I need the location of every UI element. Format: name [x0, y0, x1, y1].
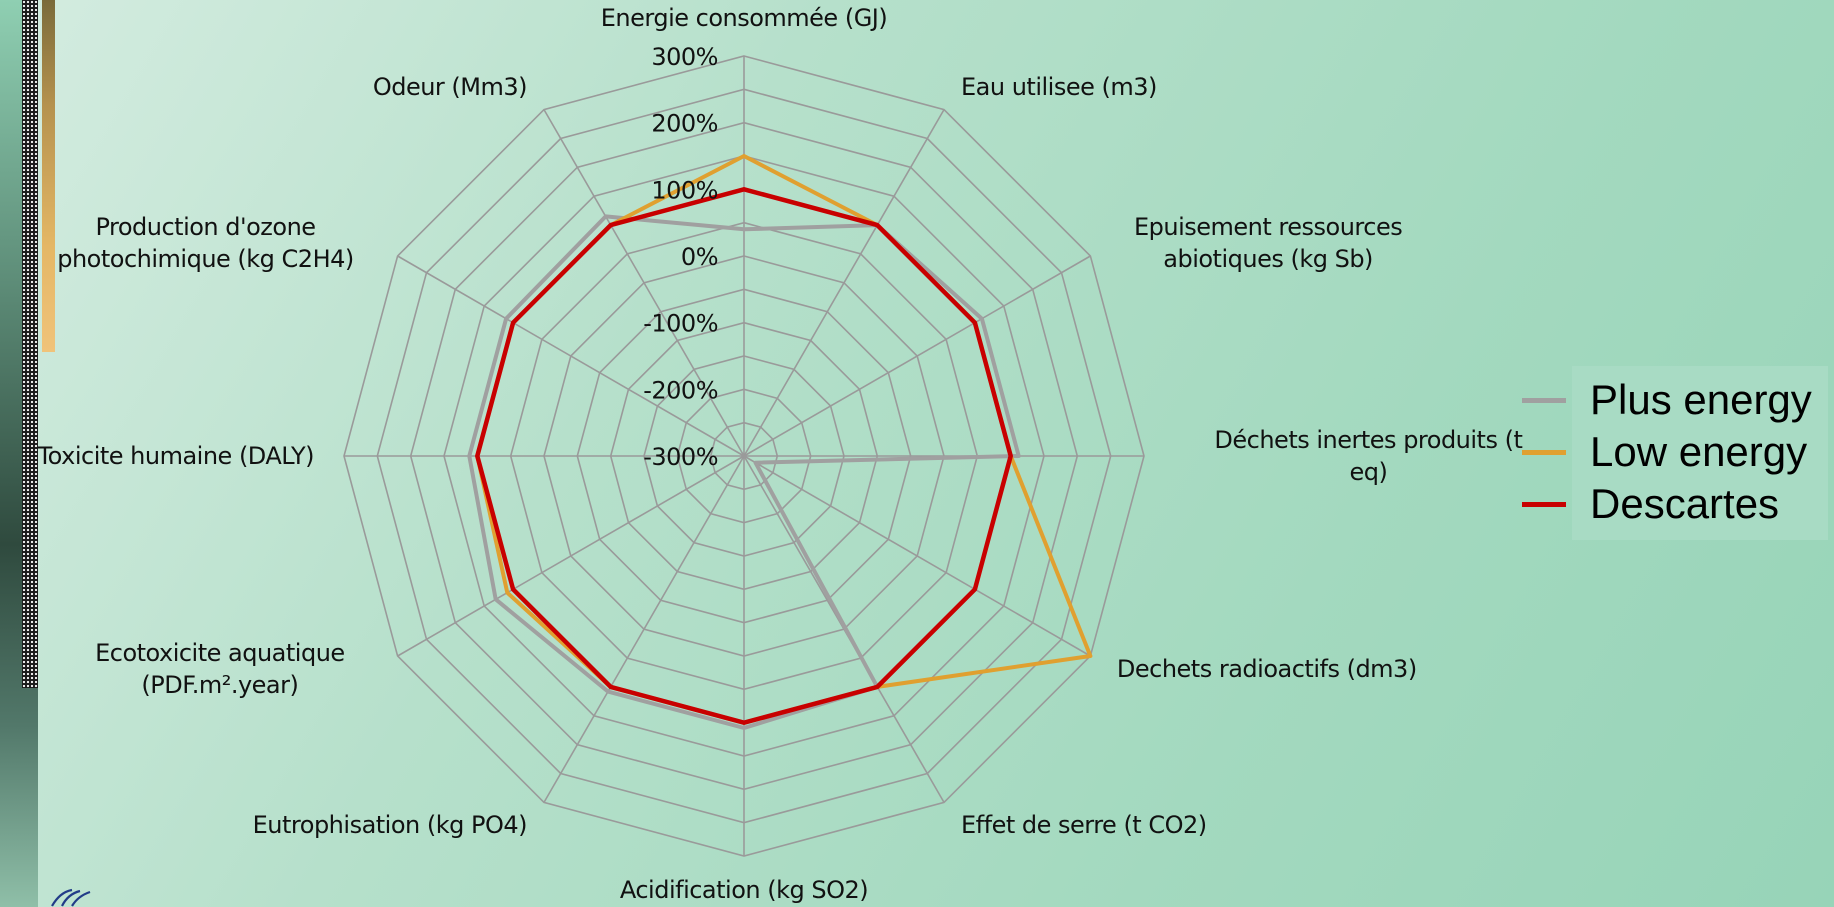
axis-label: Eau utilisee (m3) — [961, 73, 1157, 101]
radar-series — [467, 154, 1093, 730]
tick-label: 100% — [651, 176, 718, 204]
tick-label: 300% — [651, 43, 718, 71]
axis-label: Effet de serre (t CO2) — [961, 811, 1207, 839]
legend-swatch — [1522, 450, 1566, 455]
grid-spoke — [743, 455, 1091, 657]
chart-legend: Plus energy Low energy Descartes — [1522, 366, 1828, 540]
radar-grid — [343, 55, 1145, 857]
tick-label: -100% — [643, 310, 718, 338]
grid-spoke — [743, 109, 945, 457]
legend-swatch — [1522, 398, 1566, 403]
grid-spoke — [397, 455, 745, 657]
axis-label: Odeur (Mm3) — [373, 73, 527, 101]
axis-label: Dechets radioactifs (dm3) — [1117, 655, 1417, 683]
legend-label: Descartes — [1590, 480, 1780, 527]
tick-label: 0% — [681, 243, 718, 271]
logo-icon — [51, 888, 91, 907]
legend-swatch — [1522, 502, 1566, 507]
grid-spoke — [397, 255, 745, 457]
left-dotted-strip — [22, 0, 38, 688]
tick-label: -200% — [643, 376, 718, 404]
axis-label: Toxicite humaine (DALY) — [37, 442, 314, 470]
legend-item: Descartes — [1522, 478, 1828, 530]
tick-label: -300% — [643, 443, 718, 471]
axis-label: Eutrophisation (kg PO4) — [253, 811, 527, 839]
series-line-plus-energy — [467, 214, 1021, 730]
grid-spoke — [543, 455, 745, 803]
axis-label: Déchets inertes produits (t eq) — [1214, 426, 1522, 486]
grid-spoke — [543, 109, 745, 457]
legend-label: Plus energy — [1590, 376, 1812, 423]
series-line-low-energy — [475, 154, 1093, 725]
series-line-descartes — [475, 187, 1013, 725]
axis-label: Production d'ozone photochimique (kg C2H4… — [57, 213, 354, 273]
legend-item: Plus energy — [1522, 374, 1828, 426]
axis-label: Epuisement ressources abiotiques (kg Sb) — [1134, 213, 1402, 273]
axis-label: Ecotoxicite aquatique (PDF.m².year) — [95, 639, 345, 699]
grid-spoke — [743, 255, 1091, 457]
radar-tick-labels: -300% -200% -100% 0% 100% 200% 300% — [643, 43, 718, 471]
legend-item: Low energy — [1522, 426, 1828, 478]
left-gold-bar — [42, 0, 55, 352]
axis-label: Energie consommée (GJ) — [601, 4, 887, 32]
radar-axis-labels: Energie consommée (GJ) Eau utilisee (m3) E… — [37, 4, 1523, 904]
tick-label: 200% — [651, 110, 718, 138]
axis-label: Acidification (kg SO2) — [620, 876, 868, 904]
legend-label: Low energy — [1590, 428, 1808, 475]
